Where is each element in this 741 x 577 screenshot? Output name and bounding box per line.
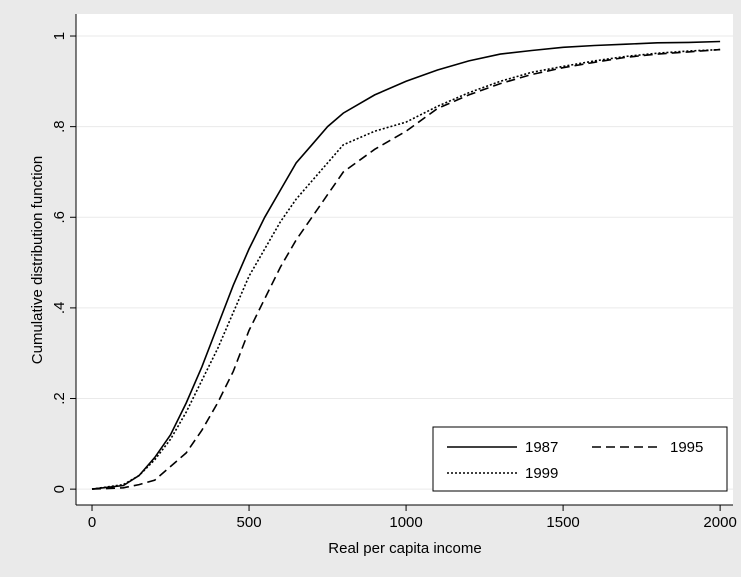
series-line bbox=[91, 48, 721, 490]
x-tick-label: 0 bbox=[88, 514, 96, 531]
plot-area bbox=[76, 14, 733, 505]
y-tick-label: .8 bbox=[51, 120, 68, 133]
series-line bbox=[91, 40, 721, 490]
x-tick-label: 2000 bbox=[703, 514, 736, 531]
y-tick-label: 0 bbox=[51, 485, 68, 493]
x-tick-label: 1500 bbox=[546, 514, 579, 531]
y-tick-label: .4 bbox=[51, 302, 68, 315]
legend-label: 1987 bbox=[525, 439, 558, 456]
legend-label: 1999 bbox=[525, 465, 558, 482]
series-line bbox=[91, 48, 721, 490]
legend-label: 1995 bbox=[670, 439, 703, 456]
x-tick-label: 1000 bbox=[389, 514, 422, 531]
y-tick-label: 1 bbox=[51, 32, 68, 40]
y-axis-title: Cumulative distribution function bbox=[29, 156, 46, 364]
legend-box bbox=[432, 426, 728, 492]
y-tick-label: .6 bbox=[51, 211, 68, 224]
x-tick-label: 500 bbox=[237, 514, 262, 531]
x-axis-title: Real per capita income bbox=[328, 540, 481, 557]
y-tick-label: .2 bbox=[51, 392, 68, 405]
